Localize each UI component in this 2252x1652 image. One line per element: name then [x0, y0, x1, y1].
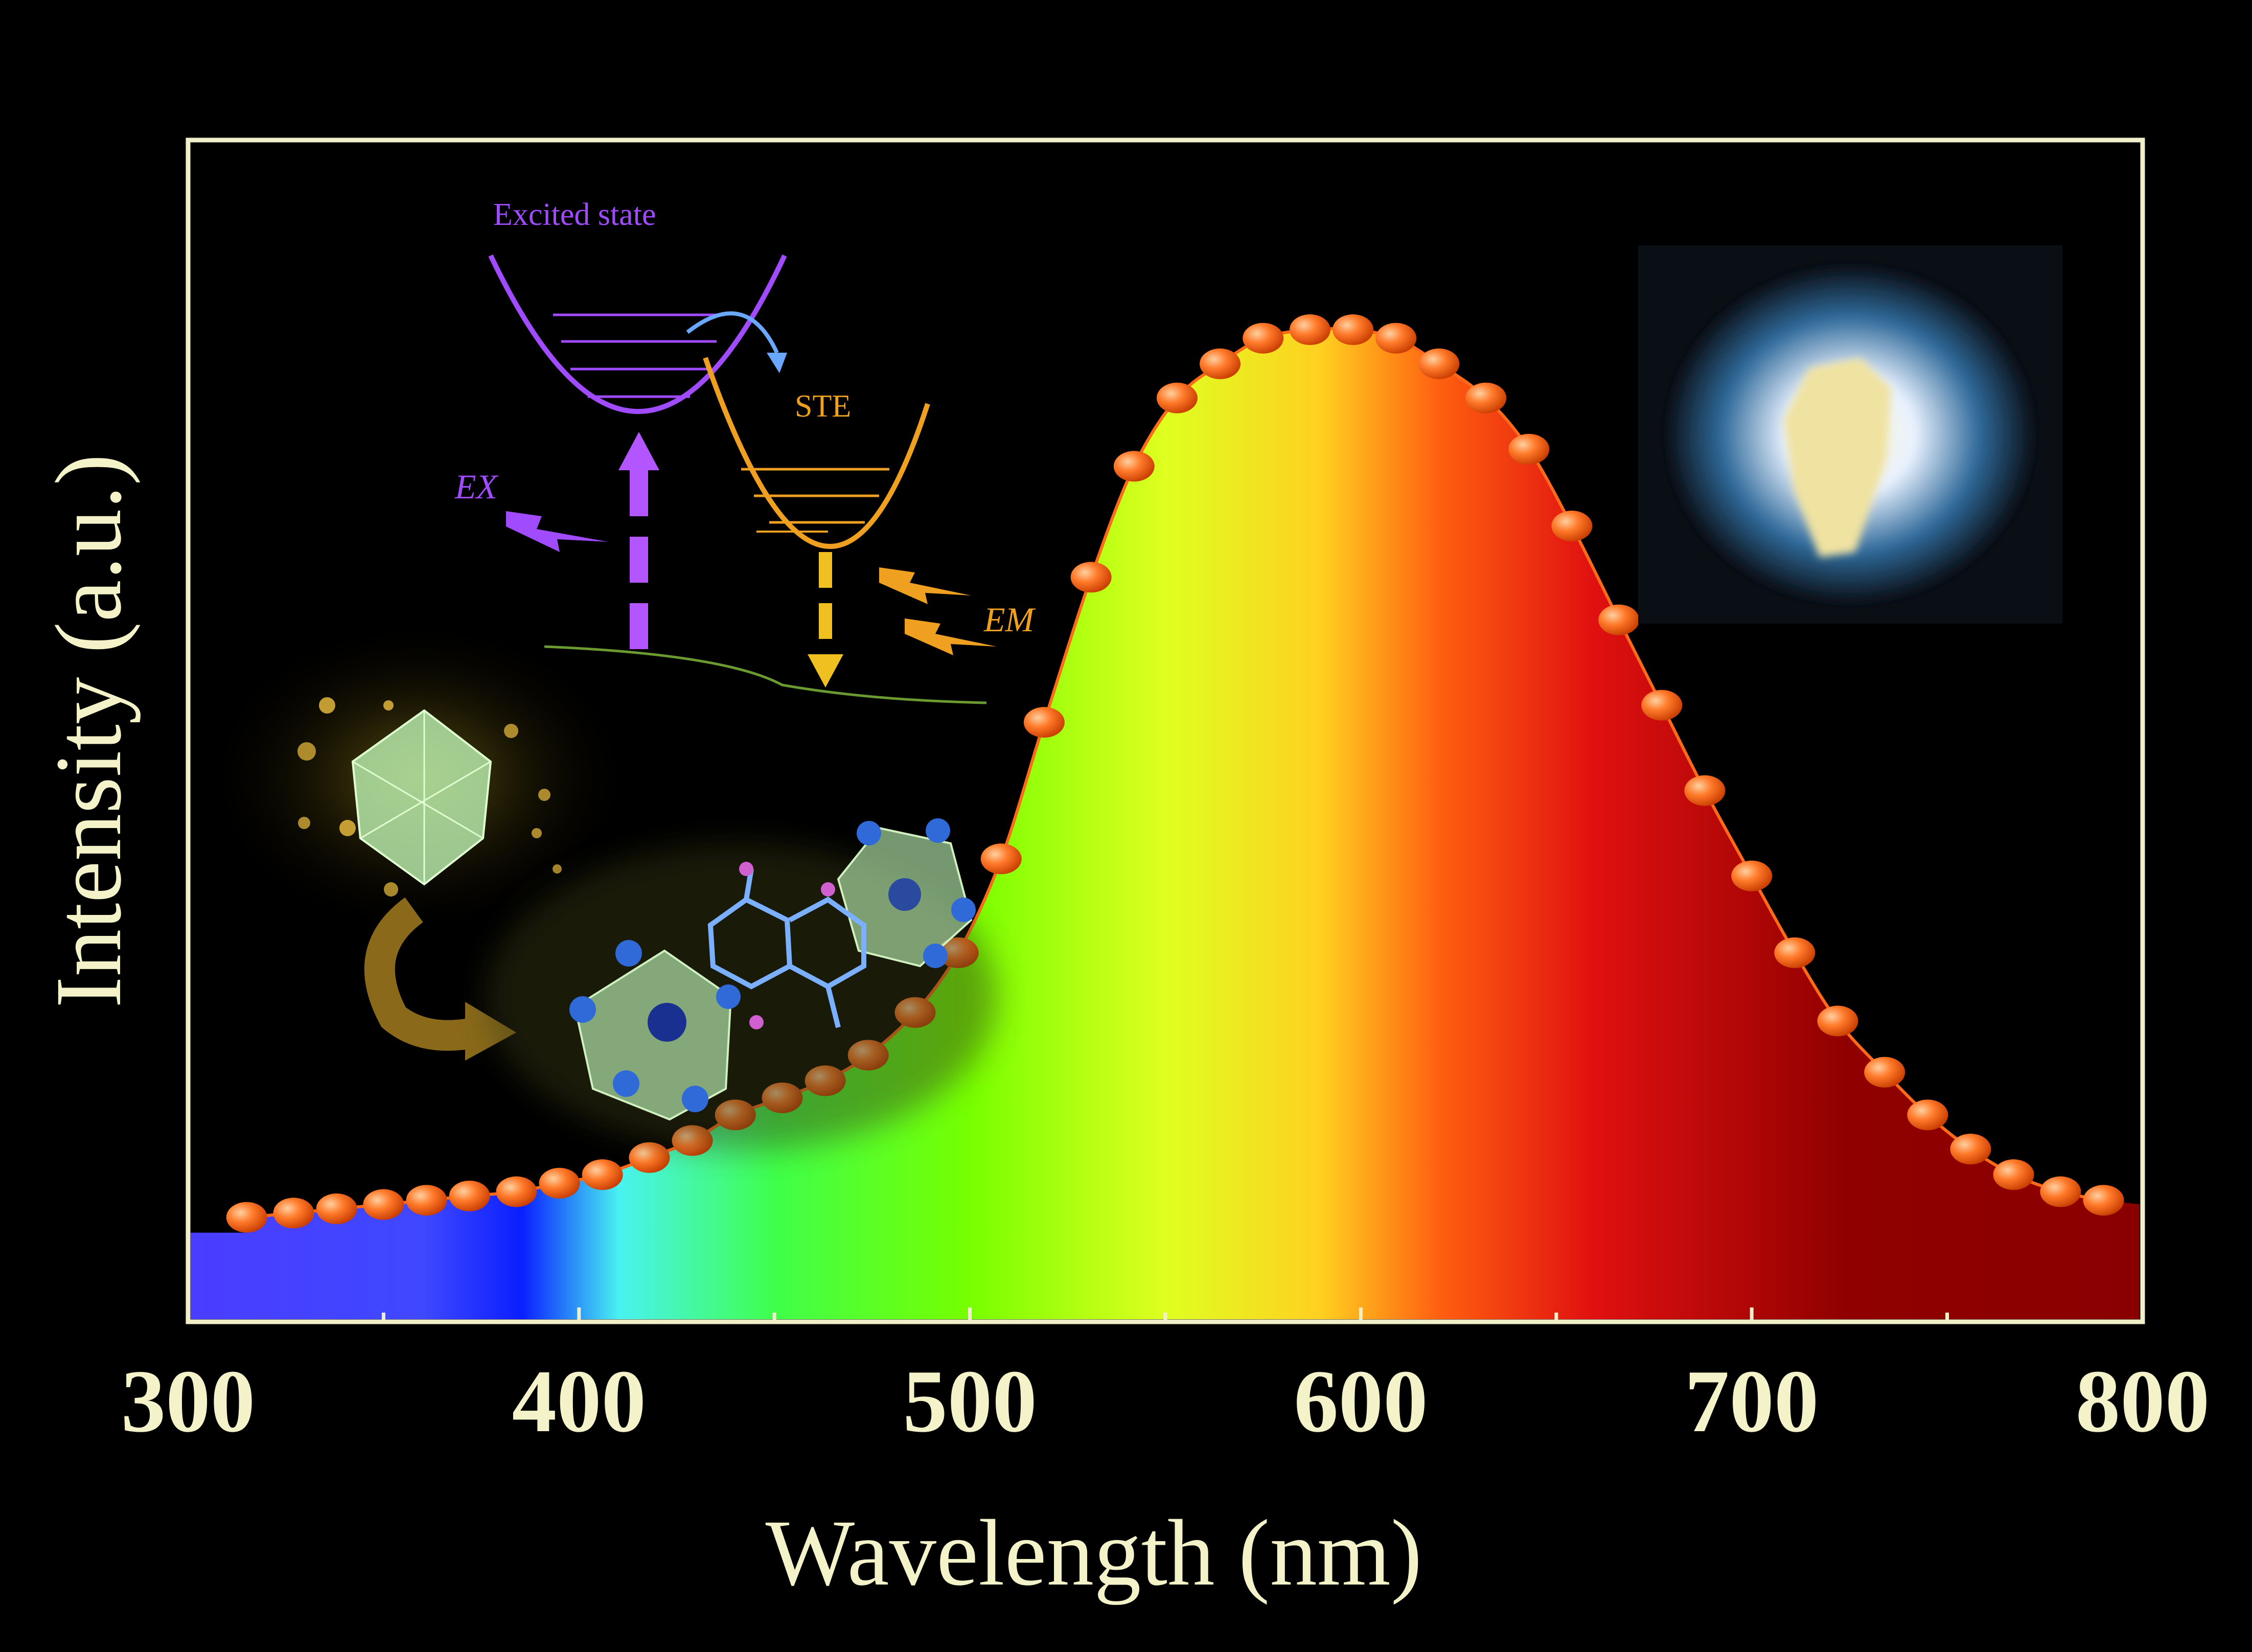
em-lightning-icon-2 [905, 618, 997, 655]
emission-photo [1638, 245, 2062, 624]
data-point-31 [1598, 604, 1640, 635]
x-tick-label-700: 700 [1685, 1351, 1819, 1451]
spectrum-fill [191, 328, 2140, 1319]
data-point-33 [1684, 775, 1726, 806]
data-point-18 [1023, 707, 1065, 738]
data-point-35 [1774, 937, 1816, 968]
x-tick-label-600: 600 [1294, 1351, 1428, 1451]
data-point-1 [273, 1198, 314, 1229]
energy-diagram-inset: Excited state STE EX EM [454, 197, 1036, 704]
crystal-structure-illustration [204, 618, 997, 1150]
data-point-38 [1907, 1099, 1948, 1131]
data-point-2 [316, 1193, 357, 1224]
y-axis-title: Intensity (a.u.) [36, 454, 141, 1008]
data-point-26 [1375, 323, 1417, 354]
transform-arrow-icon [364, 897, 478, 1051]
data-point-20 [1113, 451, 1155, 482]
ste-label: STE [795, 389, 851, 424]
data-point-22 [1200, 348, 1241, 379]
data-point-37 [1864, 1057, 1905, 1088]
x-ticks [186, 1307, 2145, 1322]
data-point-8 [582, 1159, 623, 1190]
x-axis-title: Wavelength (nm) [766, 1501, 1422, 1605]
data-point-5 [449, 1180, 490, 1211]
crystal-sample [1784, 358, 1891, 557]
ste-well [703, 357, 930, 549]
data-point-25 [1332, 314, 1374, 345]
x-tick-label-800: 800 [2076, 1351, 2210, 1451]
data-point-42 [2083, 1185, 2124, 1216]
data-point-36 [1817, 1005, 1858, 1037]
data-point-32 [1641, 690, 1683, 721]
data-point-24 [1289, 314, 1330, 345]
data-point-40 [1993, 1159, 2034, 1190]
data-point-21 [1156, 382, 1198, 414]
data-point-4 [406, 1185, 447, 1216]
data-point-27 [1418, 348, 1460, 379]
em-label: EM [983, 600, 1036, 639]
data-point-34 [1731, 860, 1773, 891]
data-point-28 [1465, 382, 1507, 414]
data-point-9 [629, 1142, 670, 1173]
data-point-6 [496, 1176, 537, 1207]
data-point-0 [226, 1202, 267, 1233]
excited-state-well [488, 254, 787, 414]
ground-state-line [544, 645, 987, 704]
em-lightning-icon-1 [879, 567, 971, 604]
excited-state-label: Excited state [493, 197, 656, 232]
ex-lightning-icon [506, 511, 608, 552]
ex-label: EX [454, 467, 499, 506]
data-point-41 [2040, 1176, 2081, 1207]
data-point-29 [1508, 433, 1550, 465]
data-point-30 [1551, 511, 1593, 542]
data-point-3 [363, 1189, 404, 1220]
data-point-17 [980, 843, 1022, 875]
data-point-7 [539, 1167, 580, 1199]
data-point-23 [1243, 323, 1284, 354]
x-tick-labels: 300 400 500 600 700 800 [121, 1351, 2210, 1451]
x-tick-label-400: 400 [512, 1351, 647, 1451]
transfer-arrow-icon [686, 311, 779, 354]
x-tick-label-500: 500 [903, 1351, 1037, 1451]
data-point-39 [1950, 1134, 1991, 1165]
data-point-19 [1070, 562, 1112, 593]
x-tick-label-300: 300 [121, 1351, 256, 1451]
